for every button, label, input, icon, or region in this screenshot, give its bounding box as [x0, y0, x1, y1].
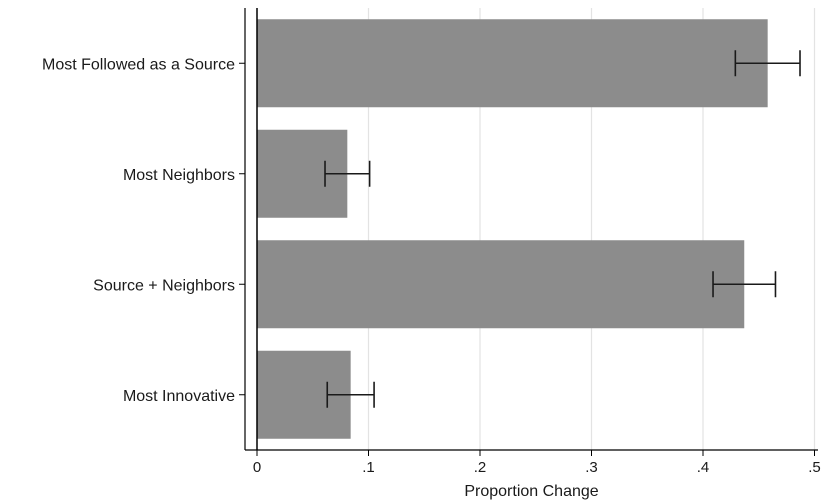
error-bar — [324, 160, 371, 187]
x-tick-label: .4 — [697, 459, 710, 476]
x-axis-title: Proportion Change — [464, 483, 598, 500]
x-tick-label: .5 — [808, 459, 821, 476]
category-label: Most Innovative — [123, 388, 235, 405]
category-labels: Most Followed as a Source Most Neighbors S… — [42, 56, 235, 405]
bar — [257, 240, 745, 329]
category-label: Most Neighbors — [123, 167, 235, 184]
x-tick-label: .2 — [474, 459, 487, 476]
error-bar — [712, 271, 777, 298]
bars — [257, 19, 768, 439]
error-bar — [734, 50, 801, 77]
error-bar — [326, 381, 375, 408]
category-label: Most Followed as a Source — [42, 56, 235, 73]
error-bars — [324, 50, 801, 408]
axes: 0 .1 .2 .3 .4 .5 — [239, 8, 821, 476]
category-label: Source + Neighbors — [93, 277, 235, 294]
x-tick-label: .3 — [585, 459, 598, 476]
x-tick-label: .1 — [362, 459, 375, 476]
bar — [257, 19, 768, 108]
x-tick-label: 0 — [253, 459, 261, 476]
